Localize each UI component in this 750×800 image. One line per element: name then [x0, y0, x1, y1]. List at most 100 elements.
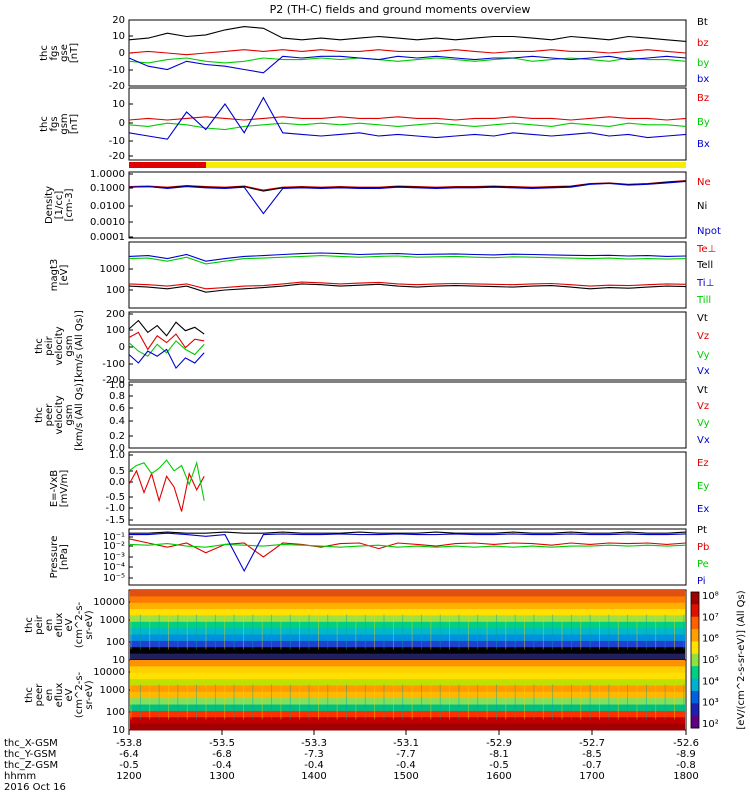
series-line-Pe: [128, 543, 687, 548]
series-line-Ey: [128, 459, 205, 501]
x-tick-label: -0.8: [676, 760, 696, 771]
y-axis-label: sr-eV): [84, 610, 95, 639]
colorbar-segment: [691, 678, 699, 692]
spectrogram-band: [130, 723, 685, 731]
legend-entry: Ne: [697, 177, 711, 188]
series-line-Ne: [128, 180, 687, 191]
panel-peir-spectrogram: 10000 1000 100 10 thc peir en eflux eV (cm^2-s-sr…: [24, 589, 687, 666]
x-tick-label: -53.3: [301, 738, 327, 749]
series-line-Ti⊥: [128, 252, 687, 262]
x-tick-label: -52.9: [486, 738, 512, 749]
legend-entry: Tell: [696, 260, 713, 271]
x-tick-label: -52.6: [673, 738, 699, 749]
colorbar-segment: [691, 715, 699, 729]
spectrogram-band: [130, 691, 685, 699]
status-bar-red: [129, 162, 206, 168]
series-line-Bz: [128, 116, 687, 121]
y-axis-label: magt3: [49, 259, 60, 292]
y-axis-label: [cm-3]: [64, 188, 75, 221]
y-tick-label: -200: [102, 375, 125, 386]
spectrogram-band: [130, 621, 685, 629]
colorbar-segment: [691, 641, 699, 655]
y-tick-label: 10⁻⁴: [103, 562, 125, 573]
legend-entry: Vt: [697, 385, 708, 396]
y-tick-label: 100: [106, 285, 125, 296]
spectrogram-band: [130, 704, 685, 712]
legend-entry: Vx: [697, 366, 710, 377]
legend-entry: By: [697, 117, 710, 128]
legend-entry: Bz: [697, 93, 709, 104]
panel-fgs-gse: 20 10 0 -10 -20 thc fgs gse [nT] Bt bz by bx: [39, 15, 709, 92]
date-label: 2016 Oct 16: [4, 782, 66, 793]
y-tick-label: 0.4: [109, 416, 125, 427]
x-tick-label: -0.4: [304, 760, 324, 771]
x-tick-label: 1400: [301, 771, 326, 782]
y-axis-label: Density: [44, 186, 55, 224]
colorbar-segment: [691, 629, 699, 642]
y-axis-label: eV: [64, 618, 75, 631]
x-tick-label: -8.1: [489, 749, 509, 760]
y-tick-label: -1.5: [105, 515, 125, 526]
panel-frame: [128, 528, 687, 586]
y-axis-label: [km/s (All Qs)]: [74, 310, 85, 382]
spectrogram-band: [130, 679, 685, 686]
y-axis-label: thc: [24, 617, 35, 633]
legend-entry: Pe: [697, 559, 709, 570]
y-tick-label: 20: [112, 15, 125, 26]
panel-frame: [128, 311, 687, 381]
plot-title: P2 (TH-C) fields and ground moments over…: [270, 3, 531, 16]
legend-entry: bz: [697, 38, 709, 49]
legend-entry: Pi: [697, 576, 706, 587]
y-tick-label: 10: [112, 655, 125, 666]
panel-frame: [128, 451, 687, 526]
x-tick-label: -8.5: [582, 749, 602, 760]
x-tick-label: -0.4: [396, 760, 416, 771]
spectrogram-band: [130, 653, 685, 661]
y-tick-label: 200: [106, 309, 125, 320]
legend-entry: Bt: [697, 17, 708, 28]
y-tick-label: -100: [102, 359, 125, 370]
y-tick-label: 1000: [100, 685, 125, 696]
legend-entry: Vy: [697, 350, 710, 361]
x-tick-label: 1300: [209, 771, 234, 782]
legend-entry: Bx: [697, 139, 710, 150]
x-axis-row-label: thc_X-GSM: [4, 738, 58, 749]
y-tick-label: 0: [119, 342, 125, 353]
x-tick-label: -0.5: [119, 760, 139, 771]
status-bar: [129, 162, 686, 168]
colorbar-tick-label: 10²: [702, 719, 719, 730]
series-line-Vy: [128, 340, 205, 357]
legend-entry: Vx: [697, 435, 710, 446]
colorbar-tick-label: 10³: [702, 698, 719, 709]
x-tick-label: -53.8: [116, 738, 142, 749]
y-tick-label: 0.1000: [90, 183, 125, 194]
legend-entry: Ex: [697, 504, 709, 515]
y-tick-label: 0.0: [109, 443, 125, 454]
x-tick-label: -8.9: [676, 749, 696, 760]
panel-peer-spectrogram: 10000 1000 100 10 thc peer en eflux eV (cm^2-s-sr…: [24, 659, 687, 736]
y-tick-label: 10⁻⁵: [103, 573, 125, 584]
y-axis-label: [mV/m]: [59, 470, 70, 508]
y-tick-label: 100: [106, 707, 125, 718]
x-tick-label: 1200: [116, 771, 141, 782]
legend-entry: Ey: [697, 481, 709, 492]
colorbar-segment: [691, 703, 699, 717]
panel-peer-velocity: 1.00.80.6 0.4 0.20.0 thc peer velocity gsm [km/…: [34, 379, 710, 454]
y-tick-label: 10: [112, 725, 125, 736]
y-tick-label: 0: [119, 118, 125, 129]
spectrogram-band: [130, 666, 685, 674]
y-axis-label: sr-eV): [84, 680, 95, 709]
x-tick-label: 1600: [486, 771, 511, 782]
colorbar-segment: [691, 592, 699, 605]
y-axis-label: peir: [34, 614, 45, 634]
spectrogram-band: [130, 596, 685, 604]
panel-frame: [128, 19, 687, 87]
x-tick-label: 1500: [393, 771, 418, 782]
series-line-bz: [128, 49, 687, 56]
panel-density: 1.0000 0.1000 0.0100 0.0010 0.0001 Density [1/…: [44, 169, 721, 243]
y-tick-label: 1000: [100, 264, 125, 275]
spectrogram-band: [130, 628, 685, 636]
x-axis-row-label: thc_Z-GSM: [4, 760, 58, 771]
y-axis-label: en: [44, 619, 55, 632]
spectrogram-band: [130, 685, 685, 693]
